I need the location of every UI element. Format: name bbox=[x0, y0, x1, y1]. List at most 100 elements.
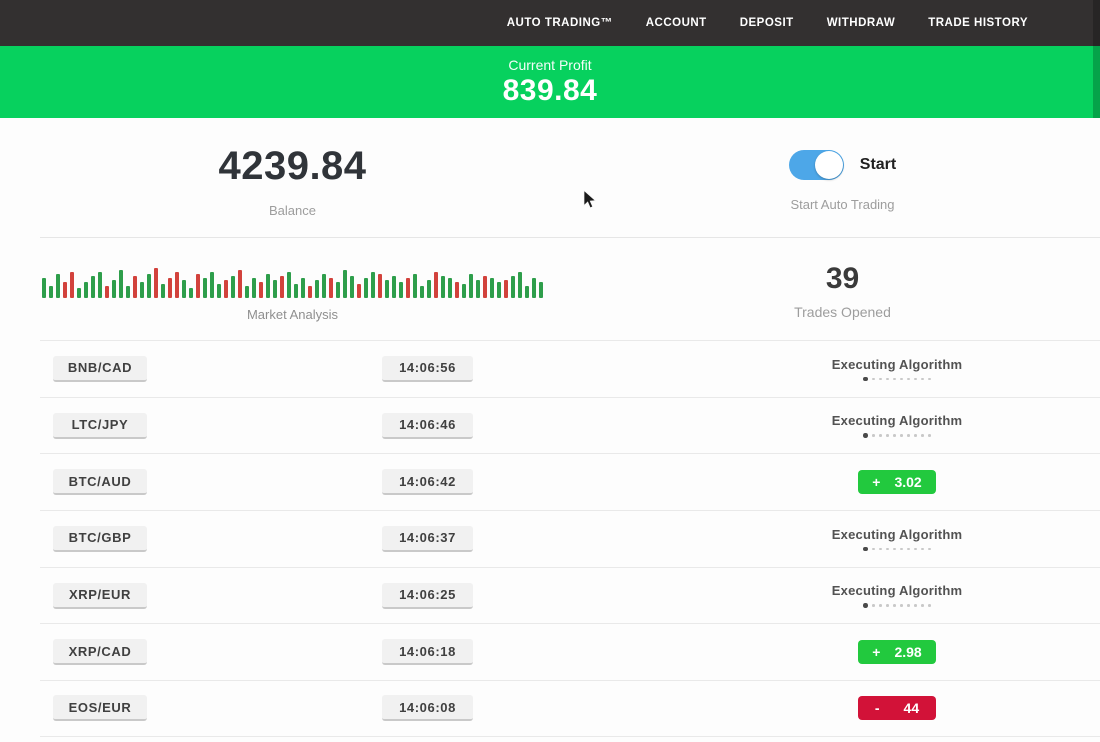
nav-withdraw[interactable]: WITHDRAW bbox=[826, 17, 896, 29]
auto-trading-sublabel: Start Auto Trading bbox=[790, 196, 895, 212]
time-pill[interactable]: 14:06:56 bbox=[382, 355, 473, 382]
trade-row: LTC/JPY 14:06:46 Executing Algorithm bbox=[40, 396, 1100, 454]
time-label: 14:06:42 bbox=[399, 473, 456, 489]
progress-dot bbox=[914, 377, 917, 381]
progress-dot bbox=[907, 547, 910, 551]
candle-bar bbox=[294, 284, 298, 298]
pair-pill[interactable]: EOS/EUR bbox=[53, 695, 147, 722]
time-pill[interactable]: 14:06:25 bbox=[382, 582, 473, 609]
time-pill[interactable]: 14:06:08 bbox=[382, 695, 473, 722]
executing-label: Executing Algorithm bbox=[831, 526, 963, 542]
progress-dot bbox=[921, 547, 924, 551]
candle-bar bbox=[371, 272, 375, 298]
pair-pill[interactable]: XRP/EUR bbox=[53, 582, 147, 609]
pair-label: BTC/GBP bbox=[68, 530, 132, 546]
stats-row-balance: 4239.84 Balance Start Start Auto Trading bbox=[0, 118, 1100, 237]
candle-bar bbox=[497, 282, 501, 298]
candle-bar bbox=[259, 282, 263, 298]
progress-dots bbox=[757, 376, 1037, 382]
executing-status: Executing Algorithm bbox=[757, 413, 1037, 438]
pair-pill[interactable]: LTC/JPY bbox=[53, 412, 147, 439]
pair-pill[interactable]: BNB/CAD bbox=[53, 355, 147, 382]
candle-bar bbox=[147, 274, 151, 298]
candle-bar bbox=[126, 286, 130, 298]
trade-row: BTC/GBP 14:06:37 Executing Algorithm bbox=[40, 510, 1100, 567]
candle-bar bbox=[385, 280, 389, 298]
progress-dot bbox=[921, 604, 924, 607]
progress-dot bbox=[863, 546, 868, 552]
auto-trading-toggle[interactable] bbox=[788, 149, 844, 180]
candle-bar bbox=[518, 272, 522, 298]
candle-bar bbox=[336, 282, 340, 298]
candle-bar bbox=[315, 280, 319, 298]
progress-dots bbox=[757, 546, 1037, 552]
candle-bar bbox=[140, 282, 144, 298]
nav-auto-trading[interactable]: AUTO TRADING™ bbox=[506, 17, 613, 29]
executing-status: Executing Algorithm bbox=[757, 527, 1037, 552]
nav-trade-history[interactable]: TRADE HISTORY bbox=[928, 17, 1028, 29]
badge-amount: 44 bbox=[903, 700, 920, 717]
trade-row: XRP/EUR 14:06:25 Executing Algorithm bbox=[40, 566, 1100, 624]
progress-dots bbox=[757, 603, 1037, 608]
market-analysis-chart bbox=[42, 264, 543, 298]
result-badge: + 2.98 bbox=[858, 640, 936, 665]
time-pill[interactable]: 14:06:46 bbox=[382, 412, 473, 439]
pair-pill[interactable]: XRP/CAD bbox=[53, 639, 147, 666]
time-pill[interactable]: 14:06:18 bbox=[382, 639, 473, 666]
progress-dot bbox=[928, 377, 931, 381]
trades-opened-value: 39 bbox=[825, 262, 860, 295]
nav-deposit[interactable]: DEPOSIT bbox=[739, 17, 794, 29]
progress-dot bbox=[893, 604, 896, 607]
progress-dot bbox=[907, 434, 910, 437]
candle-bar bbox=[378, 274, 382, 298]
progress-dot bbox=[893, 377, 896, 381]
executing-label: Executing Algorithm bbox=[831, 413, 963, 429]
executing-status: Executing Algorithm bbox=[757, 357, 1037, 382]
progress-dot bbox=[900, 604, 903, 607]
candle-bar bbox=[105, 286, 109, 298]
progress-dot bbox=[921, 434, 924, 437]
badge-sign: + bbox=[872, 474, 881, 491]
current-profit-banner: Current Profit 839.84 bbox=[0, 46, 1100, 118]
progress-dot bbox=[914, 604, 917, 607]
trade-row: EOS/EUR 14:06:08 - 44 bbox=[40, 680, 1100, 737]
candle-bar bbox=[196, 274, 200, 298]
nav-account[interactable]: ACCOUNT bbox=[645, 17, 707, 29]
candle-bar bbox=[469, 274, 473, 298]
progress-dot bbox=[928, 434, 931, 437]
time-pill[interactable]: 14:06:42 bbox=[382, 469, 473, 496]
trade-row: BTC/AUD 14:06:42 + 3.02 bbox=[40, 453, 1100, 510]
pair-label: BNB/CAD bbox=[67, 360, 133, 376]
candle-bar bbox=[70, 272, 74, 298]
progress-dot bbox=[914, 547, 917, 551]
status-column: Executing Algorithm bbox=[757, 413, 1037, 438]
pair-pill[interactable]: BTC/AUD bbox=[53, 469, 147, 496]
progress-dot bbox=[886, 604, 889, 607]
candle-bar bbox=[357, 284, 361, 298]
progress-dot bbox=[900, 377, 903, 381]
candle-bar bbox=[511, 276, 515, 298]
candle-bar bbox=[483, 276, 487, 298]
status-column: Executing Algorithm bbox=[757, 583, 1037, 608]
candle-bar bbox=[504, 280, 508, 298]
progress-dot bbox=[879, 604, 882, 607]
top-nav: AUTO TRADING™ ACCOUNT DEPOSIT WITHDRAW T… bbox=[0, 0, 1100, 46]
candle-bar bbox=[182, 280, 186, 298]
current-profit-label: Current Profit bbox=[508, 57, 592, 73]
candle-bar bbox=[322, 274, 326, 298]
progress-dot bbox=[879, 377, 882, 381]
progress-dot bbox=[907, 604, 910, 607]
pair-pill[interactable]: BTC/GBP bbox=[53, 525, 147, 552]
candle-bar bbox=[273, 280, 277, 298]
candle-bar bbox=[161, 284, 165, 298]
candle-bar bbox=[392, 276, 396, 298]
current-profit-value: 839.84 bbox=[502, 74, 598, 107]
time-pill[interactable]: 14:06:37 bbox=[382, 525, 473, 552]
status-column: Executing Algorithm bbox=[757, 527, 1037, 552]
time-label: 14:06:37 bbox=[399, 530, 456, 546]
progress-dot bbox=[863, 603, 868, 608]
progress-dot bbox=[928, 604, 931, 607]
candle-bar bbox=[231, 276, 235, 298]
executing-label: Executing Algorithm bbox=[831, 583, 963, 599]
result-badge: + 3.02 bbox=[858, 470, 936, 495]
